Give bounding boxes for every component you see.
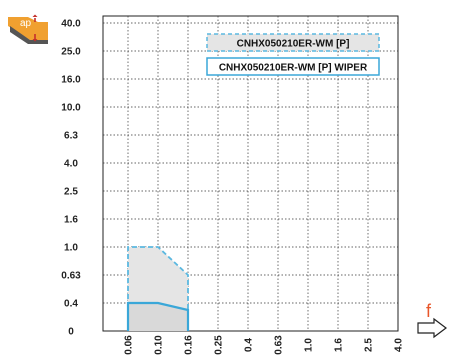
y-tick-label: 0.63 <box>61 271 81 282</box>
legend-box-dashed <box>206 33 380 52</box>
arrow-right-icon <box>417 317 447 339</box>
legend-box-solid <box>206 57 380 76</box>
x-tick-label: 0.63 <box>274 335 285 355</box>
x-tick-label: 0.25 <box>214 335 225 355</box>
x-tick-label: 0.06 <box>124 335 135 355</box>
x-axis-label-text: f <box>426 301 432 321</box>
legend-label-2: CNHX050210ER-WM [P] WIPER <box>219 63 368 74</box>
y-tick-label: 4.0 <box>64 159 78 170</box>
y-tick-label: 0.4 <box>64 299 78 310</box>
legend: CNHX050210ER-WM [P] CNHX050210ER-WM [P] … <box>206 33 380 76</box>
y-tick-label: 1.0 <box>64 243 78 254</box>
x-tick-label: 0.10 <box>154 335 165 355</box>
y-tick-label: 1.6 <box>64 215 78 226</box>
series-fill-2 <box>128 303 188 331</box>
x-axis-label: f <box>417 301 447 339</box>
x-tick-label: 0.16 <box>184 335 195 355</box>
y-tick-label: 0 <box>68 327 74 338</box>
x-tick-label: 2.5 <box>364 338 375 352</box>
series-outline-2 <box>126 301 190 331</box>
y-tick-label: 16.0 <box>61 75 81 86</box>
x-tick-label: 0.4 <box>244 338 255 352</box>
depth-of-cut-insert-icon: ap <box>8 14 48 44</box>
series-outline-1 <box>127 246 189 331</box>
icon-label: ap <box>20 18 32 29</box>
x-tick-label: 1.0 <box>304 338 315 352</box>
x-tick-labels: 0.06 0.10 0.16 0.25 0.4 0.63 1.0 1.6 2.5 4.0 <box>124 335 405 355</box>
legend-label-1: CNHX050210ER-WM [P] <box>237 39 350 50</box>
y-tick-labels: 0 0.4 0.63 1.0 1.6 2.5 4.0 6.3 10.0 16.0 25.0 40.0 <box>61 19 81 338</box>
y-tick-label: 2.5 <box>64 187 78 198</box>
x-tick-label: 4.0 <box>394 338 405 352</box>
y-tick-label: 40.0 <box>61 19 81 30</box>
y-tick-label: 10.0 <box>61 103 81 114</box>
series-areas <box>126 246 190 331</box>
y-tick-label: 6.3 <box>64 131 78 142</box>
y-tick-label: 25.0 <box>61 47 81 58</box>
x-tick-label: 1.6 <box>334 338 345 352</box>
